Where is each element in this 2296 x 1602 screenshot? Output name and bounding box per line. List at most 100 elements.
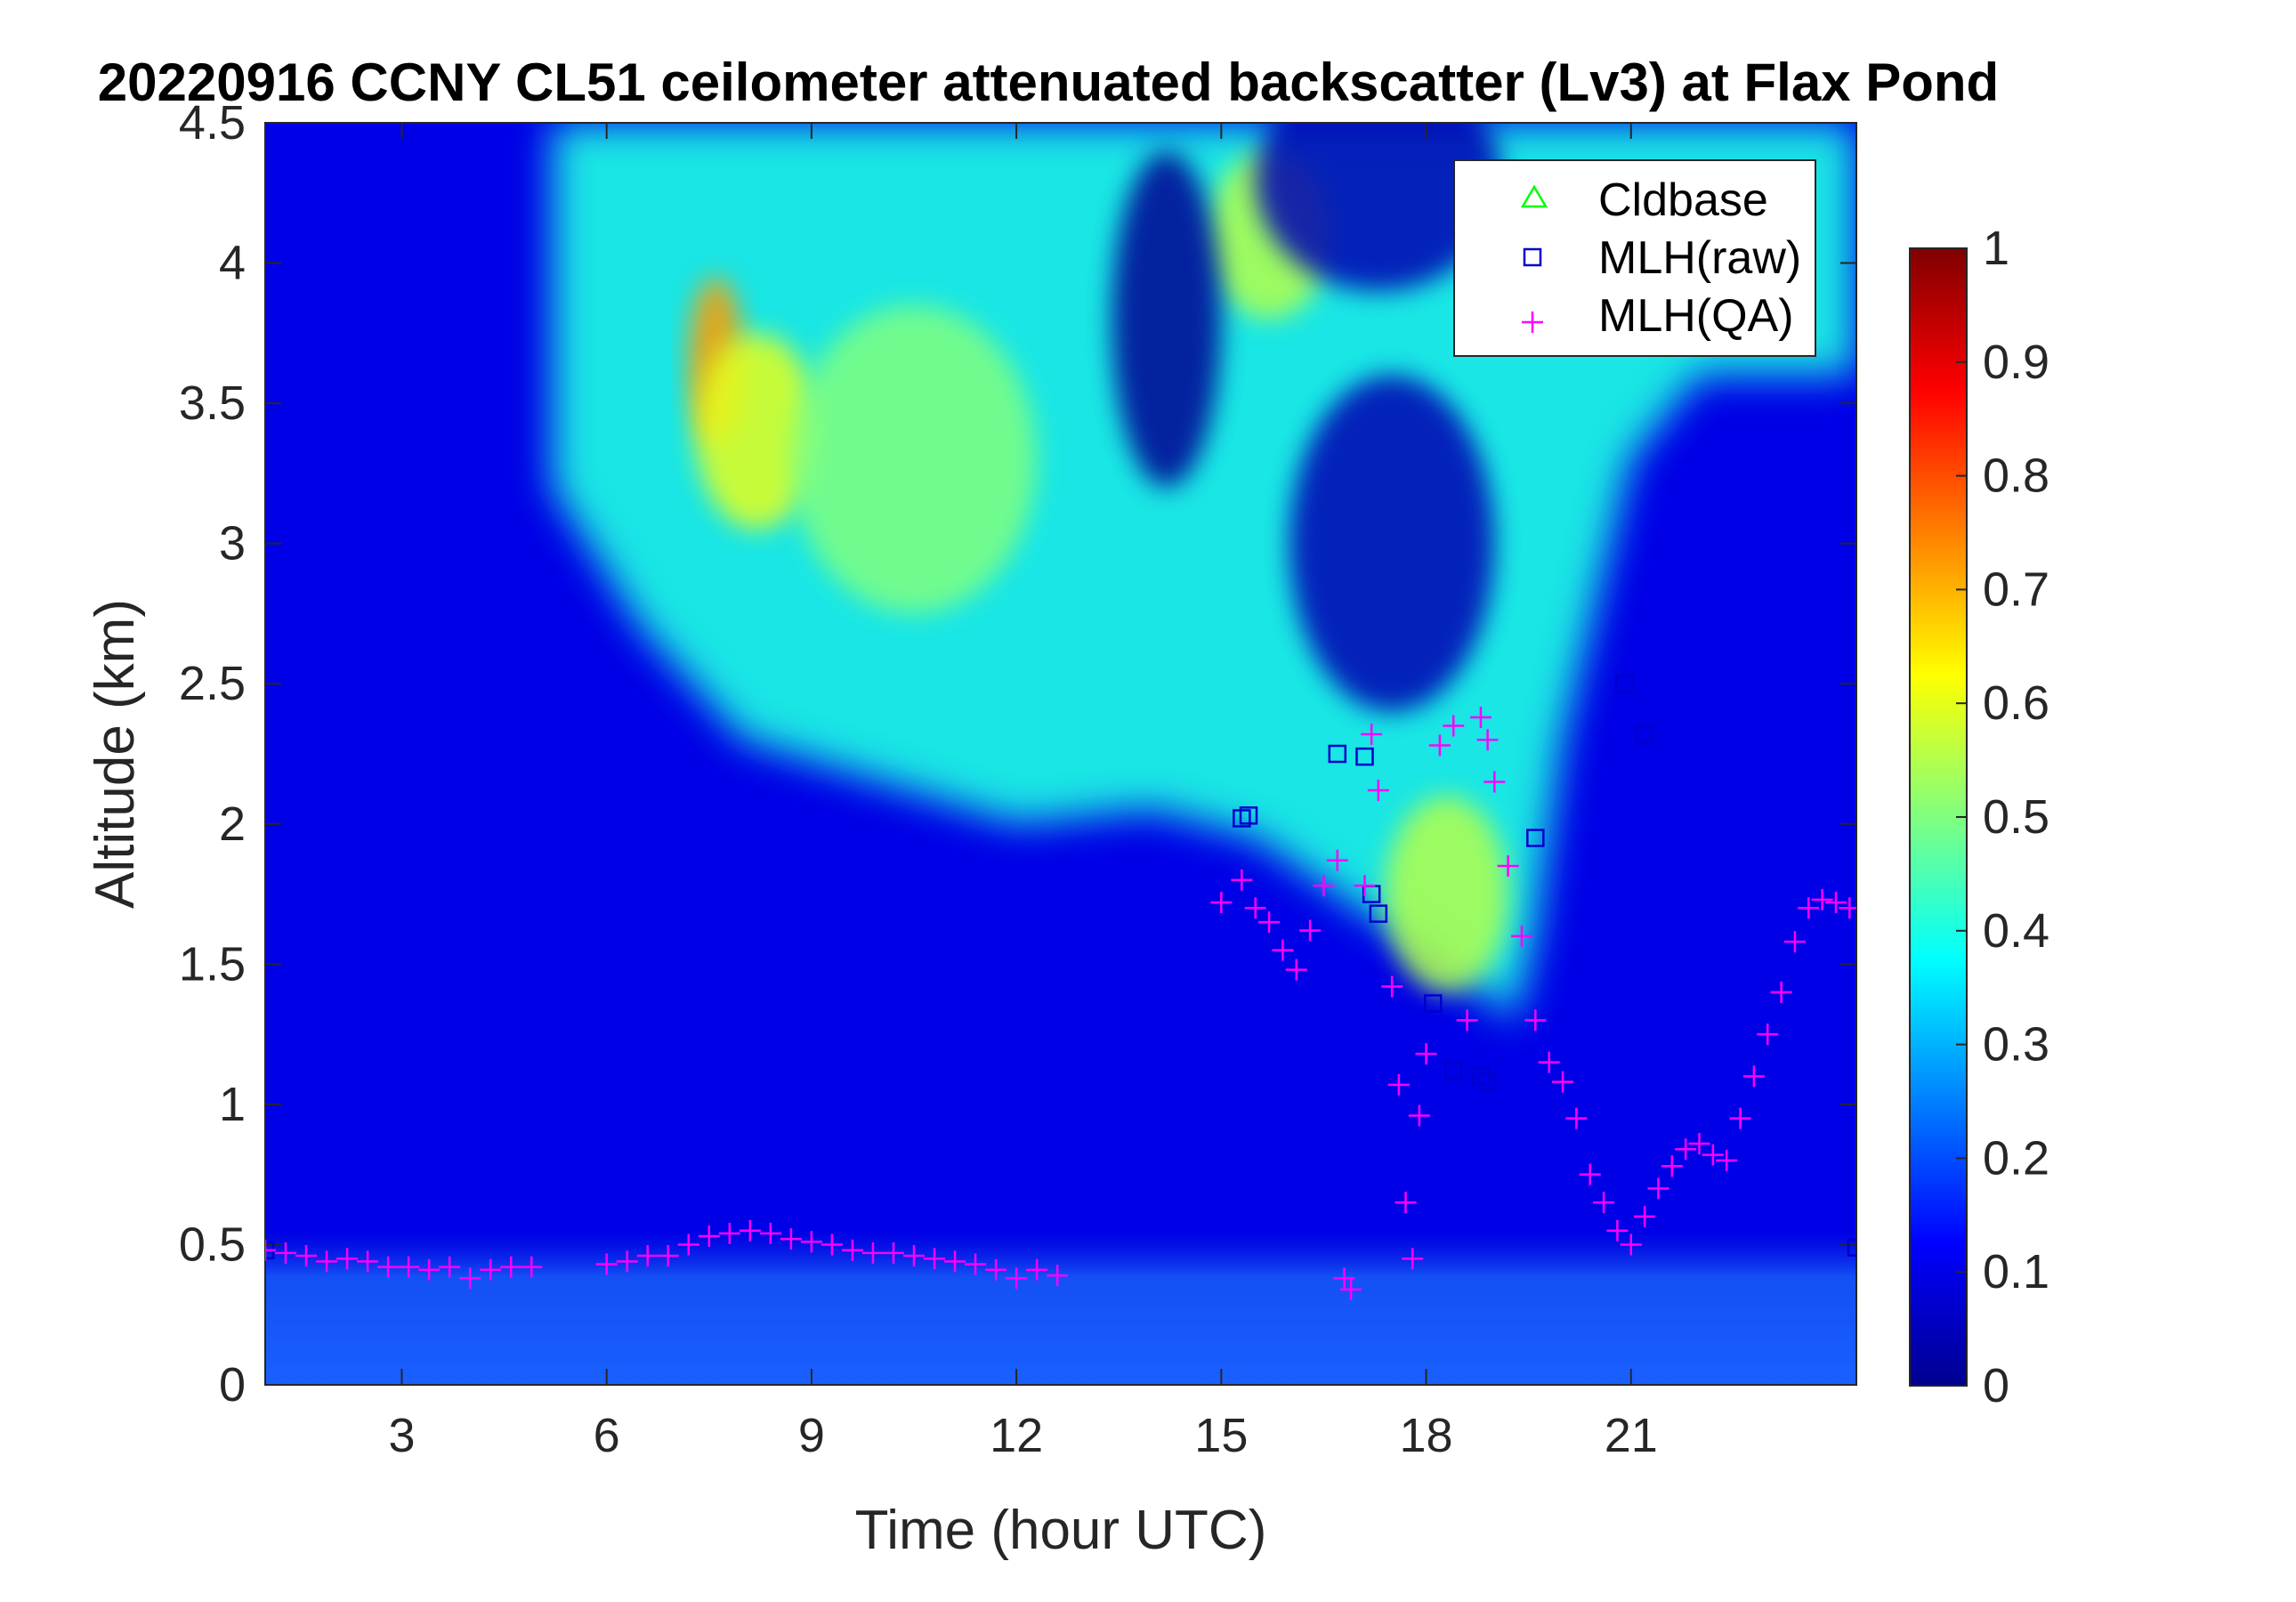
mlh-raw-point [1847,1238,1856,1257]
mlh-qa-point [1770,981,1792,1003]
colorbar-tick-label: 0.9 [1983,336,2049,389]
mlh-qa-point [698,1225,720,1247]
mlh-qa-point [1428,734,1451,756]
mlh-qa-point [1258,911,1281,934]
colorbar-tick-label: 0.1 [1983,1245,2049,1299]
mlh-qa-point [1313,875,1335,897]
mlh-raw-point [1526,829,1545,847]
mlh-qa-point [759,1222,781,1244]
mlh-qa-point [265,1239,276,1261]
colorbar-tick-label: 0 [1983,1359,2009,1412]
mlh-qa-point [780,1228,802,1250]
mlh-qa-point [1675,1138,1697,1161]
mlh-qa-point [657,1245,679,1267]
y-tick-label: 0.5 [179,1218,246,1271]
mlh-qa-point [1476,729,1499,751]
mlh-qa-point [1579,1163,1601,1185]
mlh-qa-point [1783,931,1806,953]
colorbar-tick-label: 0.8 [1983,449,2049,503]
mlh-qa-point [1811,888,1833,910]
mlh-raw-point [1355,747,1374,766]
data-markers [265,674,1856,1300]
mlh-qa-point [1593,1192,1615,1214]
mlh-qa-point [1299,919,1322,942]
legend-item-mlh-qa: MLH(QA) [1522,290,1794,342]
x-tick-label: 9 [798,1409,825,1462]
mlh-raw-point [1328,744,1347,764]
legend-box [1453,159,1816,357]
mlh-qa-point [1606,1219,1629,1242]
colorbar-tick-label: 0.6 [1983,676,2049,730]
mlh-raw-point [1423,994,1443,1013]
y-tick-label: 3 [219,517,246,570]
mlh-qa-point [1244,897,1266,919]
mlh-qa-point [336,1248,359,1270]
legend-label-cldbase: Cldbase [1598,174,1768,226]
mlh-qa-point [1333,1267,1355,1290]
y-tick-label: 1.5 [179,937,246,991]
mlh-qa-point [521,1256,543,1278]
mlh-qa-point [1456,1009,1478,1032]
mlh-qa-point [924,1248,946,1270]
x-tick-label: 15 [1194,1409,1248,1462]
mlh-qa-point [1552,1071,1574,1093]
mlh-qa-point [800,1231,822,1253]
mlh-qa-point [1634,1205,1656,1227]
mlh-qa-point [1340,1278,1362,1300]
mlh-qa-point [316,1250,338,1273]
mlh-qa-point [1469,707,1492,729]
mlh-qa-point [1716,1149,1738,1171]
mlh-raw-point [1239,806,1258,825]
mlh-qa-point [1757,1024,1779,1046]
mlh-qa-point [677,1234,699,1256]
y-tick-label: 2.5 [179,657,246,710]
mlh-qa-point [1824,892,1847,914]
mlh-qa-point [882,1242,904,1264]
mlh-qa-point [1620,1234,1642,1256]
heatmap-hotspot [1385,796,1508,992]
mlh-qa-point [1484,771,1506,793]
y-tick-label: 4.5 [179,96,246,150]
mlh-qa-point [739,1219,761,1242]
mlh-qa-point [1326,849,1348,871]
mlh-qa-point [1524,1009,1547,1032]
mlh-raw-point [1478,1072,1497,1091]
mlh-qa-point [1367,779,1389,801]
mlh-raw-point [1233,809,1251,828]
square-marker-icon [1523,247,1542,267]
mlh-qa-point [1538,1051,1560,1073]
mlh-qa-point [821,1234,843,1256]
heatmap-dark-gap [1112,150,1222,488]
surface-layer [265,1230,1856,1385]
mlh-qa-point [357,1250,379,1273]
mlh-qa-point [1272,939,1294,961]
mlh-qa-point [275,1242,297,1264]
mlh-qa-point [1361,723,1383,745]
mlh-qa-point [459,1267,481,1290]
mlh-qa-point [1026,1258,1048,1281]
y-axis-label: Altitude (km) [85,599,146,909]
mlh-qa-point [1387,1073,1410,1096]
colorbar: 0 0.1 0.2 0.3 0.4 0.5 0.6 0.7 0.8 0.9 1 [1909,222,2049,1412]
mlh-qa-point [1408,1104,1430,1127]
mlh-qa-point [841,1239,863,1261]
mlh-qa-point [295,1245,318,1267]
colorbar-tick-label: 0.4 [1983,904,2049,958]
mlh-qa-point [1839,897,1856,919]
heatmap-dark-gap [1289,375,1495,712]
mlh-qa-point [1231,869,1253,891]
mlh-qa-point [1565,1107,1588,1129]
mlh-qa-point [1688,1133,1710,1154]
mlh-qa-point [616,1250,638,1273]
chart-title: 20220916 CCNY CL51 ceilometer attenuated… [98,53,1999,112]
colorbar-tick-label: 1 [1983,222,2009,275]
mlh-qa-point [377,1256,400,1278]
legend-label-mlh-raw: MLH(raw) [1598,232,1801,284]
mlh-qa-point [1047,1265,1069,1287]
x-tick-label: 6 [594,1409,620,1462]
mlh-qa-point [718,1222,740,1244]
mlh-qa-point [1006,1267,1028,1290]
mlh-qa-point [1742,1065,1765,1088]
mlh-raw-point [1635,724,1654,744]
colorbar-tick-label: 0.2 [1983,1131,2049,1185]
